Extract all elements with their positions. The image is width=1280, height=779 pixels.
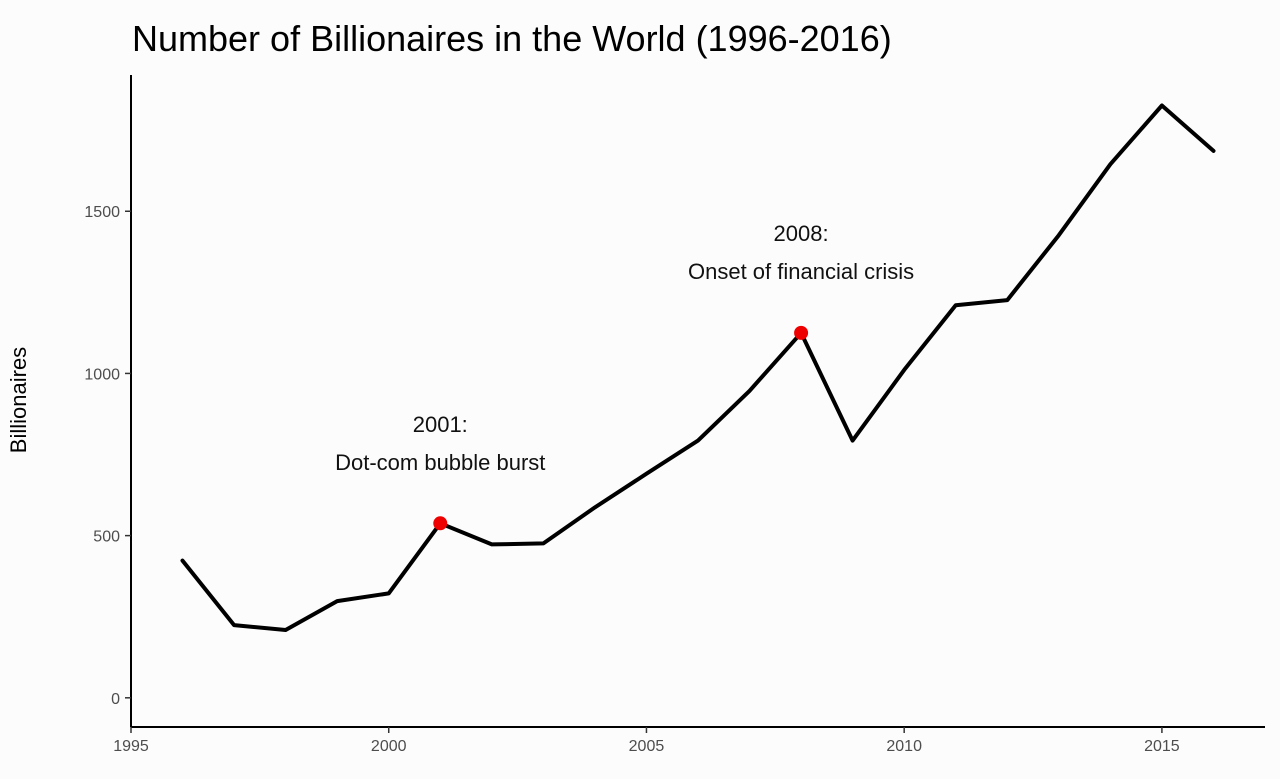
- series-group: [180, 103, 1216, 632]
- annotation-year: 2008:: [774, 221, 829, 246]
- x-tick-label: 2015: [1144, 738, 1180, 755]
- annotation-label: Onset of financial crisis: [688, 259, 914, 284]
- x-tick-label: 1995: [113, 738, 149, 755]
- series-line: [180, 103, 1216, 632]
- y-tick-label: 1000: [84, 366, 120, 383]
- axes: 1995 2000 2005 2010 2015 0 500 1000 1500: [84, 75, 1265, 755]
- annotation-label: Dot-com bubble burst: [335, 450, 545, 475]
- x-tick-label: 2010: [886, 738, 922, 755]
- highlight-point: [794, 325, 809, 340]
- x-tick-label: 2000: [371, 738, 407, 755]
- y-tick-label: 500: [93, 529, 120, 546]
- x-tick-label: 2005: [629, 738, 665, 755]
- highlight-points: [433, 325, 809, 531]
- y-tick-label: 1500: [84, 204, 120, 221]
- y-tick-label: 0: [111, 691, 120, 708]
- highlight-point: [433, 516, 448, 531]
- annotation-year: 2001:: [413, 412, 468, 437]
- chart-title: Number of Billionaires in the World (199…: [132, 18, 892, 59]
- annotations: 2001: Dot-com bubble burst 2008: Onset of f…: [335, 221, 914, 475]
